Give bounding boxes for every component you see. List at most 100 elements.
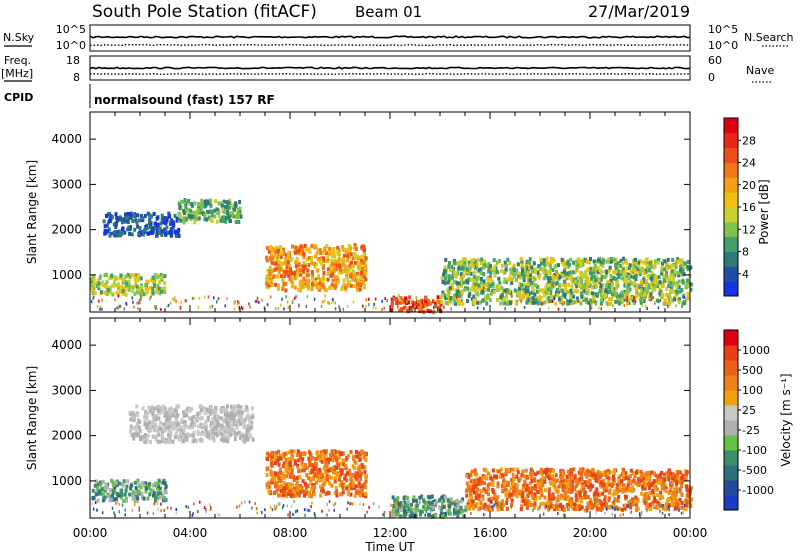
velocity-echo-cell [443, 495, 447, 500]
velocity-speckle [255, 507, 258, 511]
power-echo-cell [586, 267, 590, 272]
power-echo-cell [474, 265, 478, 270]
power-echo-cell [265, 281, 269, 286]
power-echo-cell [164, 229, 168, 234]
velocity-echo-cell [289, 488, 293, 493]
power-echo-cell [526, 289, 530, 294]
power-echo-cell [222, 199, 226, 204]
power-echo-cell [686, 278, 690, 283]
velocity-echo-cell [278, 467, 282, 472]
power-echo-cell [624, 291, 628, 296]
velocity-echo-cell [281, 474, 285, 479]
velocity-echo-cell [355, 477, 359, 481]
velocity-echo-cell [151, 411, 155, 416]
power-echo-cell [414, 305, 418, 310]
power-echo-cell [609, 273, 613, 278]
power-echo-cell [592, 270, 596, 275]
velocity-echo-cell [666, 474, 670, 479]
velocity-echo-cell [530, 486, 534, 491]
velocity-echo-cell [642, 480, 646, 484]
velocity-echo-cell [415, 503, 419, 508]
power-echo-cell [469, 271, 473, 276]
velocity-echo-cell [100, 487, 104, 492]
power-echo-cell [421, 304, 425, 309]
velocity-echo-cell [544, 471, 548, 476]
nave-tick-top: 60 [708, 54, 722, 67]
velocity-echo-cell [407, 507, 411, 511]
velocity-echo-cell [297, 483, 301, 488]
power-echo-cell [498, 280, 502, 285]
power-echo-cell [151, 291, 155, 296]
power-echo-cell [475, 300, 479, 305]
power-echo-cell [605, 259, 609, 264]
power-echo-cell [506, 277, 510, 282]
velocity-echo-cell [336, 450, 340, 455]
velocity-speckle [426, 500, 428, 504]
power-echo-cell [645, 278, 648, 283]
power-echo-cell [276, 283, 280, 288]
power-echo-cell [149, 285, 153, 290]
power-echo-cell [531, 296, 535, 301]
power-echo-cell [456, 261, 459, 266]
velocity-echo-cell [465, 474, 469, 478]
velocity-echo-cell [273, 475, 277, 480]
power-echo-cell [408, 295, 412, 300]
velocity-echo-cell [612, 481, 616, 485]
power-echo-cell [199, 210, 203, 215]
velocity-echo-cell [209, 411, 213, 416]
power-echo-cell [119, 233, 122, 238]
power-echo-cell [234, 202, 238, 207]
power-echo-cell [348, 263, 352, 268]
power-echo-cell [123, 287, 127, 292]
velocity-echo-cell [220, 426, 224, 431]
velocity-echo-cell [111, 489, 115, 494]
velocity-echo-cell [481, 494, 485, 499]
velocity-echo-cell [602, 478, 605, 483]
power-echo-cell [676, 271, 680, 275]
power-echo-cell [357, 265, 361, 270]
velocity-echo-cell [315, 480, 318, 485]
power-echo-cell [612, 270, 616, 274]
power-echo-cell [520, 268, 524, 273]
velocity-echo-cell [624, 475, 628, 480]
velocity-echo-cell [393, 499, 397, 504]
power-echo-cell [349, 252, 353, 257]
power-echo-cell [127, 283, 131, 288]
velocity-speckle [218, 513, 221, 517]
velocity-echo-cell [546, 467, 549, 472]
power-echo-cell [571, 270, 575, 275]
velocity-echo-cell [520, 504, 524, 509]
velocity-echo-cell [212, 419, 216, 424]
velocity-echo-cell [505, 490, 509, 494]
power-echo-cell [689, 282, 693, 287]
velocity-echo-cell [157, 432, 161, 437]
velocity-echo-cell [294, 483, 298, 488]
velocity-echo-cell [629, 468, 633, 473]
power-echo-cell [183, 198, 187, 202]
power-echo-cell [135, 220, 139, 225]
power-echo-cell [198, 202, 202, 207]
velocity-echo-cell [204, 420, 208, 425]
velocity-echo-cell [154, 422, 158, 427]
velocity-echo-cell [599, 507, 603, 512]
velocity-echo-cell [365, 451, 368, 456]
power-echo-cell [459, 276, 463, 281]
velocity-echo-cell [225, 419, 229, 424]
velocity-echo-cell [614, 505, 618, 510]
power-speckle [136, 301, 138, 305]
power-echo-cell [460, 272, 463, 277]
power-echo-cell [321, 250, 325, 255]
power-echo-cell [620, 293, 624, 298]
power-echo-cell [616, 280, 620, 285]
velocity-echo-cell [177, 404, 180, 409]
power-speckle [365, 305, 367, 308]
power-speckle [547, 306, 550, 310]
velocity-echo-cell [295, 480, 299, 485]
power-echo-cell [629, 270, 633, 275]
velocity-echo-cell [326, 468, 330, 473]
velocity-echo-cell [285, 494, 289, 498]
velocity-echo-cell [114, 480, 118, 485]
velocity-echo-cell [280, 488, 284, 493]
power-echo-cell [484, 297, 488, 302]
